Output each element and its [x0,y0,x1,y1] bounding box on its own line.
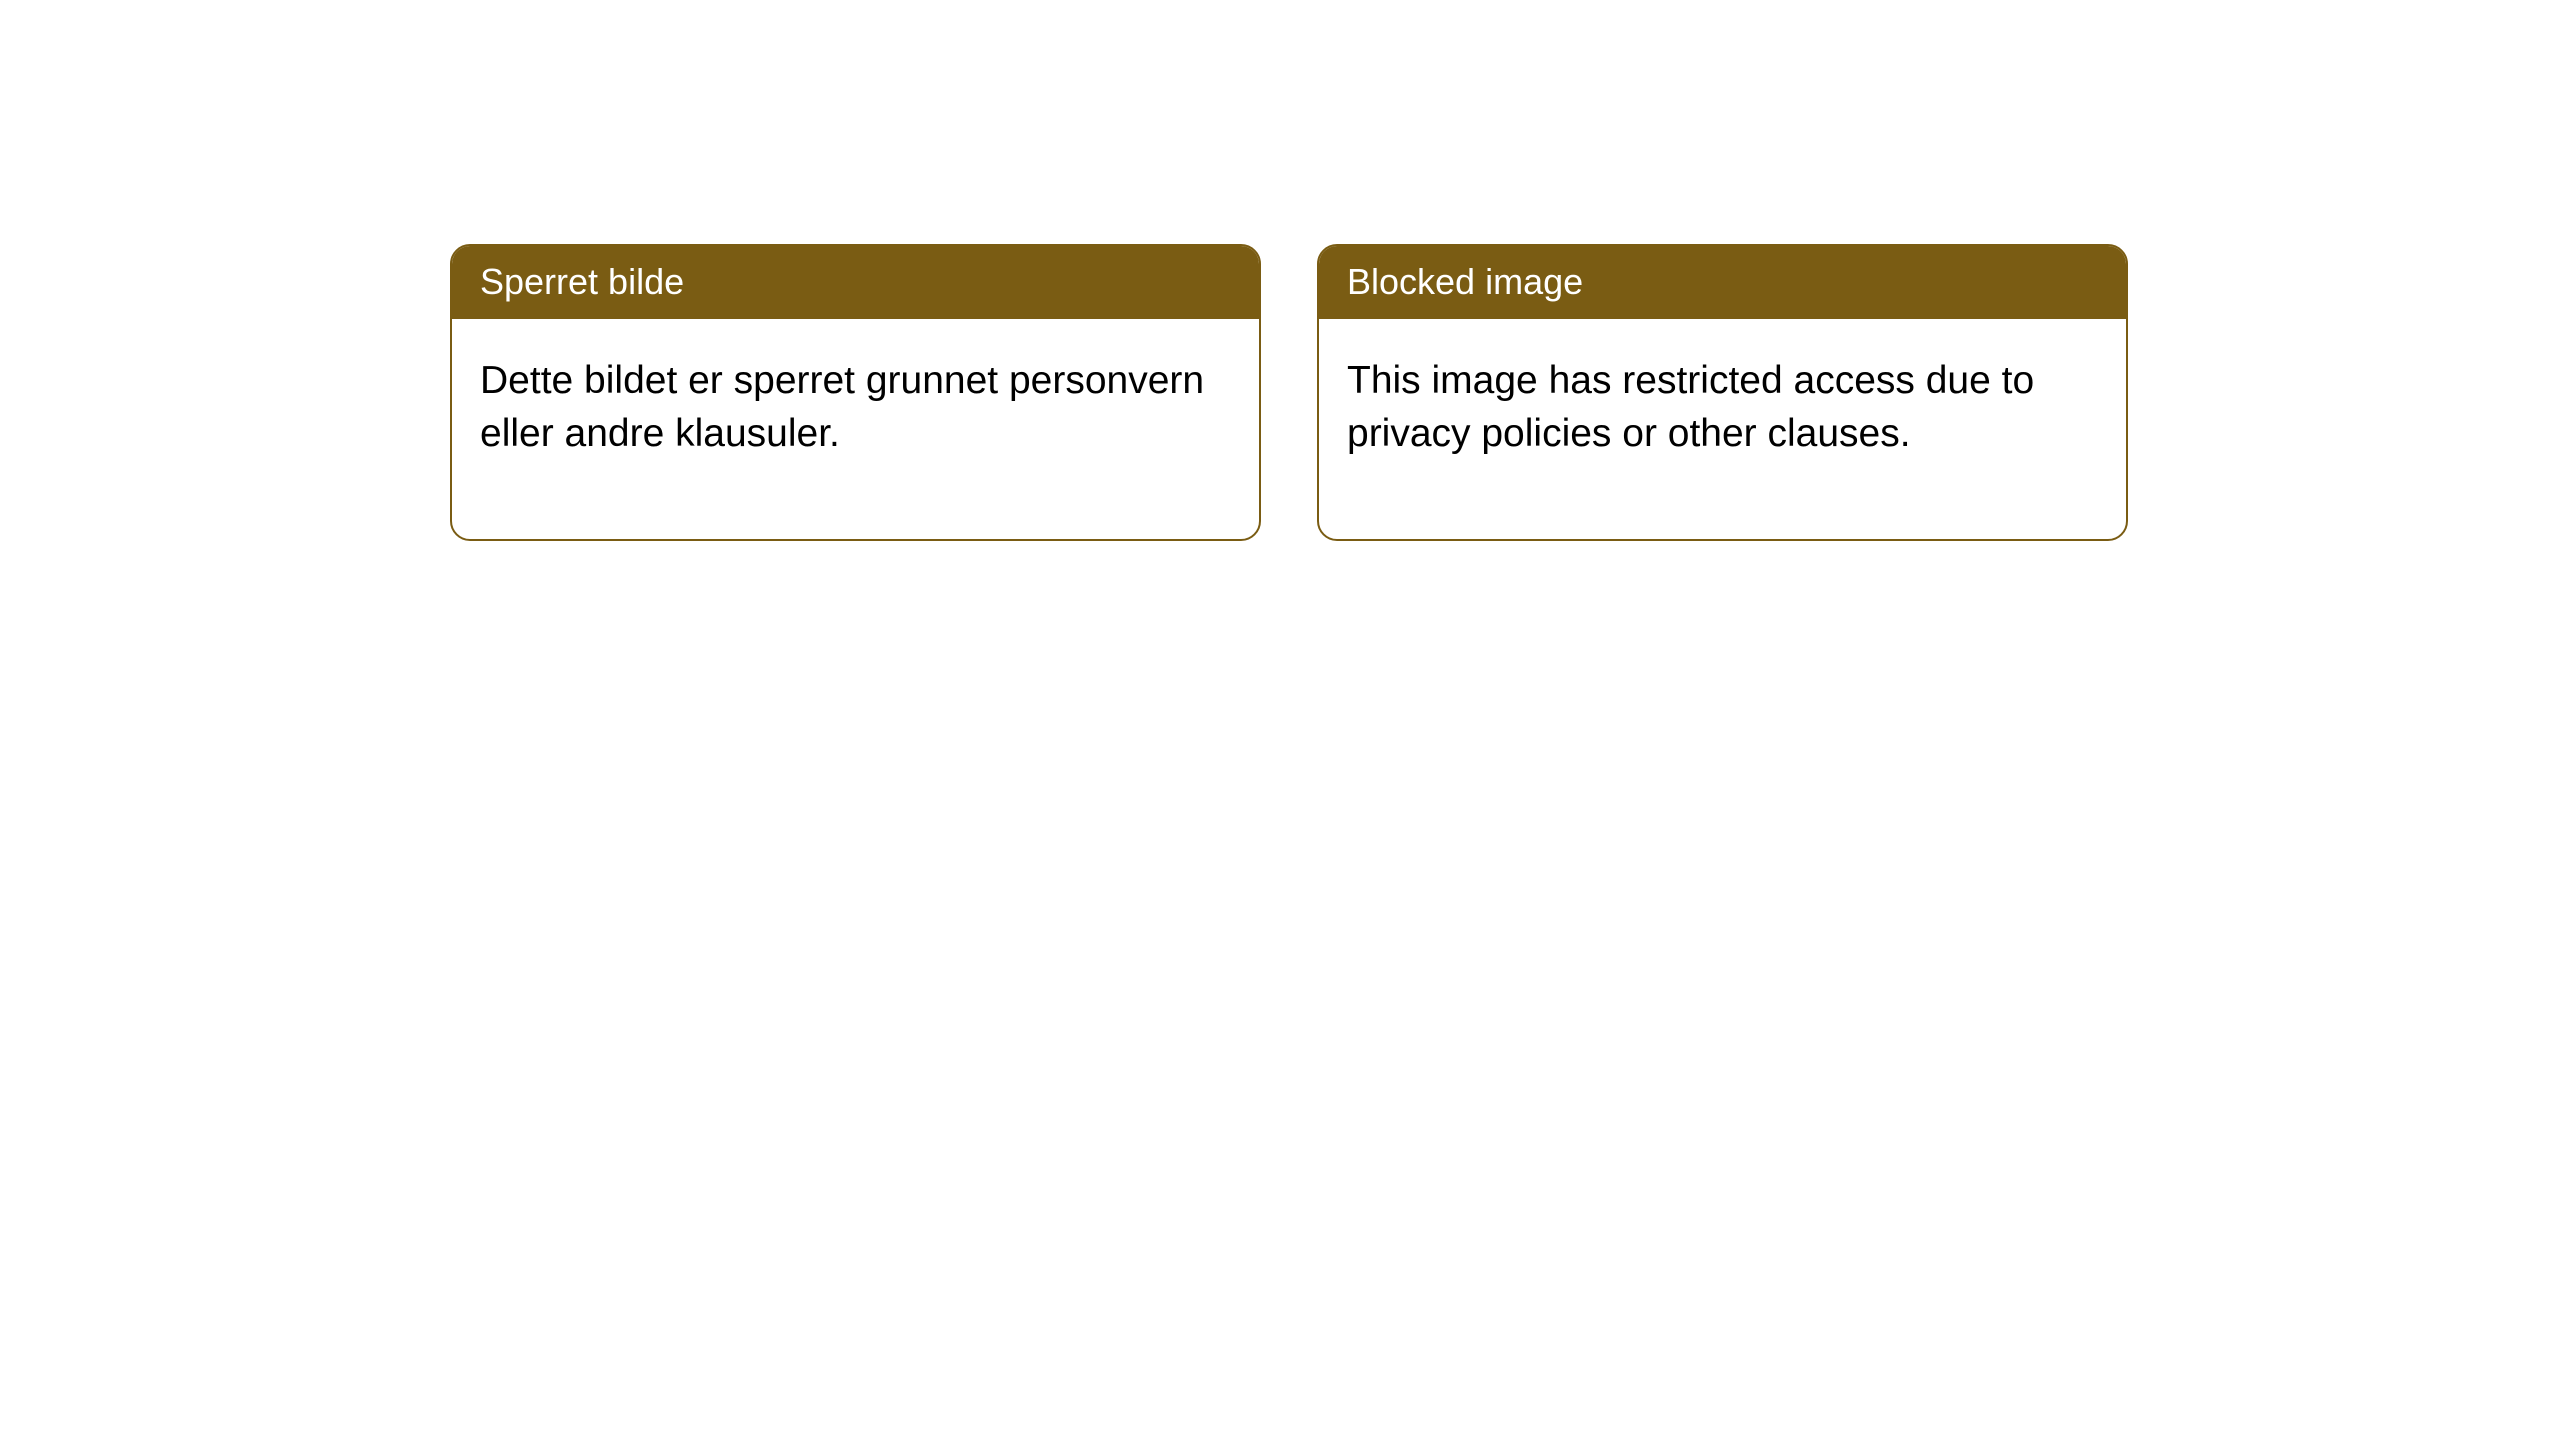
card-header-en: Blocked image [1319,246,2126,319]
card-body-en: This image has restricted access due to … [1319,319,2126,539]
card-body-no: Dette bildet er sperret grunnet personve… [452,319,1259,539]
blocked-image-card-en: Blocked image This image has restricted … [1317,244,2128,541]
card-row: Sperret bilde Dette bildet er sperret gr… [0,0,2560,541]
card-header-no: Sperret bilde [452,246,1259,319]
blocked-image-card-no: Sperret bilde Dette bildet er sperret gr… [450,244,1261,541]
